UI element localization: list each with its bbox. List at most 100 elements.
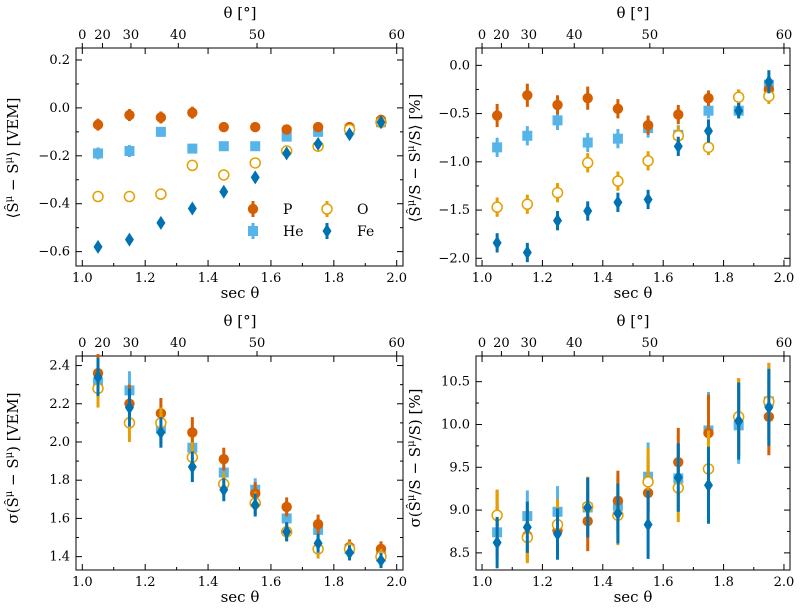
theta-tick-label: 20 (493, 336, 510, 351)
data-point (186, 159, 199, 172)
data-point (643, 192, 653, 207)
x-tick-label: 2.0 (774, 575, 795, 590)
data-point (702, 141, 715, 154)
theta-tick-label: 50 (249, 28, 266, 43)
series-Fe (93, 357, 386, 569)
series-P (92, 106, 387, 135)
x-tick-label: 1.2 (532, 271, 553, 286)
theta-tick-label: 40 (170, 28, 187, 43)
x-tick-label: 1.6 (653, 575, 674, 590)
series-O (491, 88, 775, 217)
data-point (187, 107, 198, 118)
data-point (551, 186, 564, 199)
data-point (218, 169, 230, 181)
data-point (491, 110, 503, 121)
theta-tick-label: 50 (249, 336, 266, 351)
data-point (155, 188, 167, 200)
x-tick-label: 1.0 (472, 271, 493, 286)
legend-label-He: He (283, 224, 304, 240)
data-point (673, 109, 684, 120)
data-point (345, 545, 355, 560)
data-point (522, 130, 533, 141)
data-point (155, 112, 167, 123)
theta-tick-label: 0 (478, 336, 486, 351)
x-tick-label: 1.4 (198, 575, 219, 590)
series-O (491, 362, 775, 564)
data-point (250, 170, 260, 185)
data-point (187, 427, 198, 438)
data-point (764, 400, 774, 415)
data-point (612, 175, 624, 187)
theta-tick-label: 30 (520, 28, 537, 43)
legend-marker (247, 203, 259, 215)
data-point (732, 91, 745, 103)
x-tick-label: 1.0 (472, 575, 493, 590)
y-tick-label: −1.5 (438, 203, 470, 218)
theta-tick-label: 40 (566, 28, 583, 43)
data-point (734, 103, 744, 118)
data-point (187, 459, 197, 474)
data-point (673, 139, 683, 154)
y-tick-label: 10.5 (441, 375, 470, 390)
toplabel-panel-3: θ [°] (223, 312, 256, 330)
data-point (282, 524, 292, 539)
data-point (522, 245, 532, 260)
data-point (218, 453, 229, 465)
data-point (582, 92, 593, 104)
theta-tick-label: 40 (170, 336, 187, 351)
series-O (92, 116, 387, 203)
legend: P O He Fe (247, 201, 374, 240)
x-tick-label: 2.0 (386, 575, 407, 590)
y-tick-label: 0.0 (449, 58, 470, 73)
data-point (491, 201, 503, 213)
y-tick-label: 8.5 (449, 546, 470, 561)
legend-marker (321, 203, 333, 215)
data-point (219, 184, 229, 199)
data-point (613, 195, 623, 210)
toplabel-panel-2: θ [°] (616, 4, 649, 22)
axes-frame (475, 47, 791, 267)
data-point (581, 157, 594, 169)
x-tick-label: 1.8 (323, 575, 344, 590)
data-point (123, 190, 136, 203)
series-He (93, 363, 386, 565)
theta-tick-label: 20 (493, 28, 510, 43)
series-He (492, 362, 774, 559)
series-P (92, 354, 387, 557)
data-point (156, 425, 166, 440)
y-tick-label: −2.0 (438, 251, 470, 266)
x-tick-label: 1.8 (323, 271, 344, 286)
x-tick-label: 1.6 (653, 271, 674, 286)
series-He (492, 76, 774, 157)
data-point (93, 370, 103, 385)
theta-tick-label: 20 (94, 28, 111, 43)
data-point (703, 478, 713, 493)
y-tick-label: 2.0 (49, 435, 70, 450)
x-tick-label: 1.2 (135, 575, 156, 590)
data-point (583, 500, 593, 515)
theta-tick-label: 30 (123, 28, 140, 43)
x-tick-label: 1.2 (532, 575, 553, 590)
theta-tick-label: 0 (78, 336, 86, 351)
series-Fe (492, 70, 774, 263)
ylabel-panel-1: ⟨Ŝμ − Sμ⟩ [VEM] (4, 98, 22, 219)
y-tick-label: −0.2 (38, 149, 70, 164)
theta-tick-label: 60 (388, 28, 405, 43)
data-point (553, 527, 563, 542)
xlabel-panel-1: sec θ (221, 284, 260, 302)
data-point (124, 109, 135, 121)
series-P (491, 378, 775, 562)
data-point (552, 99, 563, 111)
data-point (281, 513, 292, 524)
theta-tick-label: 50 (642, 28, 659, 43)
data-point (312, 518, 324, 530)
theta-tick-label: 30 (123, 336, 140, 351)
data-point (703, 105, 714, 116)
theta-tick-label: 50 (642, 336, 659, 351)
theta-tick-label: 60 (776, 336, 793, 351)
data-point (250, 121, 261, 133)
x-tick-label: 2.0 (774, 271, 795, 286)
legend-marker (322, 224, 332, 238)
data-point (552, 115, 563, 126)
toplabel-panel-4: θ [°] (616, 312, 649, 330)
